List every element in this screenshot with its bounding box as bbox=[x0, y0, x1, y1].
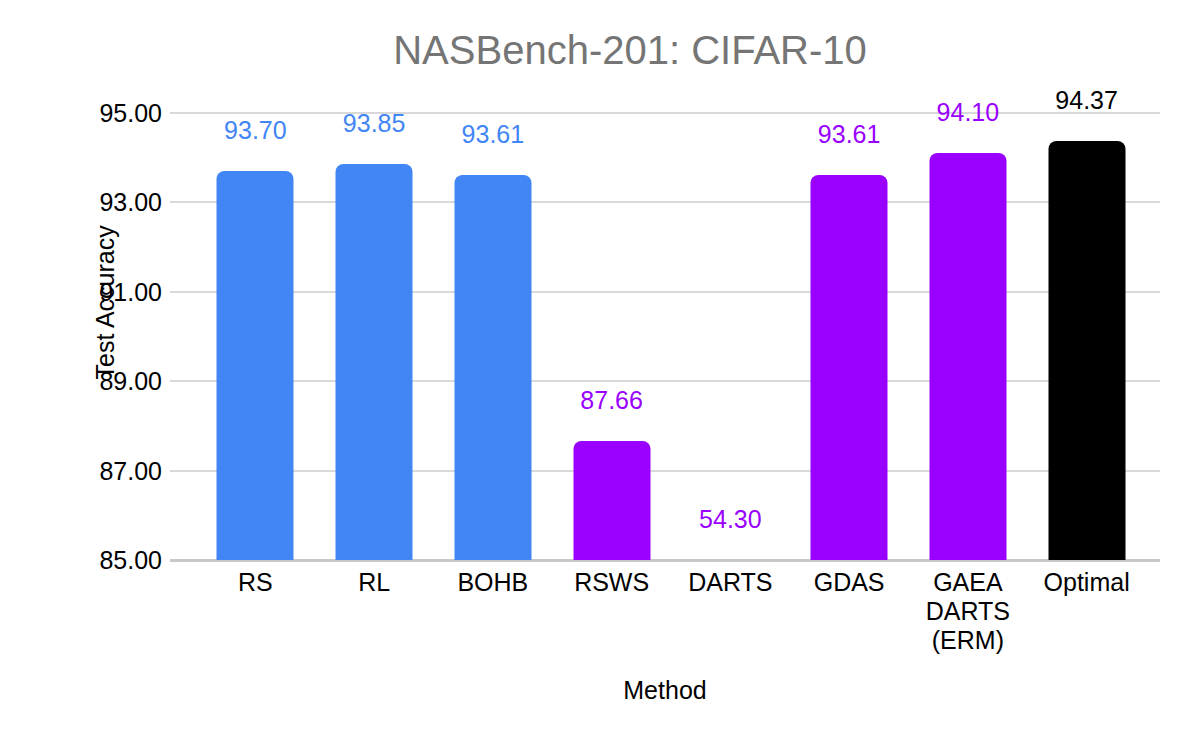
x-tick-label-rsws: RSWS bbox=[552, 568, 671, 655]
x-axis-title: Method bbox=[170, 676, 1160, 705]
y-tick-label: 91.00 bbox=[0, 278, 162, 306]
bar-slot-gdas: 93.61 bbox=[790, 113, 909, 560]
y-tick-label: 93.00 bbox=[0, 188, 162, 216]
bar-slot-rsws: 87.66 bbox=[552, 113, 671, 560]
x-axis-tick-labels: RSRLBOHBRSWSDARTSGDASGAEA DARTS (ERM)Opt… bbox=[170, 568, 1160, 655]
bar-gdas[interactable] bbox=[811, 175, 888, 560]
x-tick-label-darts: DARTS bbox=[671, 568, 790, 655]
bar-gaea-darts-erm-[interactable] bbox=[929, 153, 1006, 560]
y-tick-label: 89.00 bbox=[0, 367, 162, 395]
bar-slot-optimal: 94.37 bbox=[1027, 113, 1146, 560]
bar-rl[interactable] bbox=[336, 164, 413, 560]
y-tick-label: 87.00 bbox=[0, 457, 162, 485]
y-tick-label: 95.00 bbox=[0, 99, 162, 127]
bar-slot-bohb: 93.61 bbox=[434, 113, 553, 560]
chart-title: NASBench-201: CIFAR-10 bbox=[170, 28, 1090, 73]
x-tick-label-rs: RS bbox=[196, 568, 315, 655]
x-tick-label-rl: RL bbox=[315, 568, 434, 655]
bar-value-label: 94.10 bbox=[937, 98, 1000, 127]
y-tick-label: 85.00 bbox=[0, 546, 162, 574]
x-tick-label-optimal: Optimal bbox=[1027, 568, 1146, 655]
bar-bohb[interactable] bbox=[454, 175, 531, 560]
bar-chart: NASBench-201: CIFAR-10 Test Accuracy 95.… bbox=[0, 0, 1196, 740]
bar-rsws[interactable] bbox=[573, 441, 650, 560]
bar-value-label: 93.85 bbox=[343, 109, 406, 138]
bar-value-label: 54.30 bbox=[699, 505, 762, 534]
y-axis-tick-labels: 95.0093.0091.0089.0087.0085.00 bbox=[0, 113, 162, 560]
bar-value-label: 93.70 bbox=[224, 116, 287, 145]
bar-optimal[interactable] bbox=[1048, 141, 1125, 560]
x-tick-label-gdas: GDAS bbox=[790, 568, 909, 655]
bar-value-label: 94.37 bbox=[1055, 86, 1118, 115]
bar-slot-darts: 54.30 bbox=[671, 113, 790, 560]
bar-slot-rl: 93.85 bbox=[315, 113, 434, 560]
bars-row: 93.70 93.85 93.61 87.66 54.30 93.61 94.1094.37 bbox=[170, 113, 1160, 560]
bar-value-label: 93.61 bbox=[462, 120, 525, 149]
x-tick-label-bohb: BOHB bbox=[434, 568, 553, 655]
bar-value-label: 87.66 bbox=[580, 386, 643, 415]
bar-slot-gaea-darts-erm-: 94.10 bbox=[909, 113, 1028, 560]
bar-slot-rs: 93.70 bbox=[196, 113, 315, 560]
bar-value-label: 93.61 bbox=[818, 120, 881, 149]
x-tick-label-gaea-darts-erm-: GAEA DARTS (ERM) bbox=[909, 568, 1028, 655]
bar-rs[interactable] bbox=[217, 171, 294, 560]
